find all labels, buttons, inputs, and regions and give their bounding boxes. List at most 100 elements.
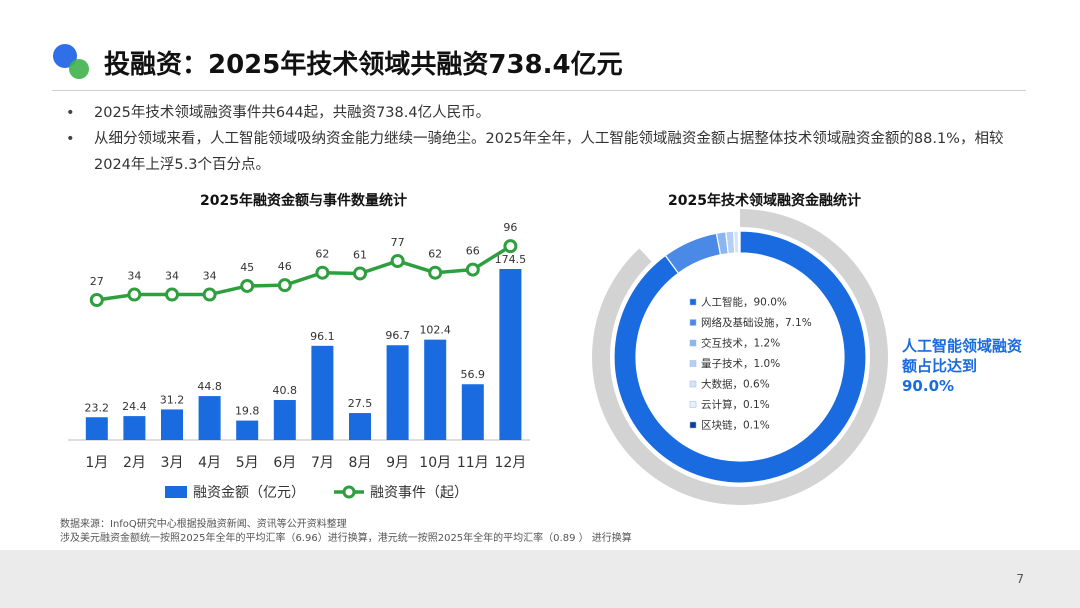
legend-label: 量子技术，1.0% [701, 357, 780, 370]
x-tick-label: 11月 [457, 455, 489, 471]
footer-band [0, 550, 1080, 608]
legend-swatch [689, 421, 697, 429]
line-point [165, 287, 179, 302]
legend-swatch [689, 401, 697, 408]
donut-legend: 人工智能，90.0% 网络及基础设施，7.1% 交互技术，1.2% 量子技术，1.0%… [689, 296, 812, 432]
legend-bar-label: 融资金额（亿元） [193, 485, 305, 501]
bar-value-label: 23.2 [85, 401, 110, 414]
x-tick-label: 7月 [311, 455, 334, 471]
chart-legend: 融资金额（亿元） 融资事件（起） [165, 485, 468, 501]
series-line [96, 244, 512, 302]
x-tick-label: 3月 [161, 455, 184, 471]
line-value-label: 66 [466, 245, 480, 258]
line-value-label: 27 [90, 275, 104, 288]
bar [198, 396, 221, 440]
x-tick-label: 1月 [85, 455, 108, 471]
source-line: 涉及美元融资金额统一按照2025年全年的平均汇率（6.96）进行换算，港元统一按… [60, 533, 632, 544]
legend-swatch [689, 339, 697, 347]
logo-icon [53, 44, 89, 79]
donut-chart-title: 2025年技术领域融资金融统计 [668, 193, 861, 209]
line-point [465, 262, 480, 277]
legend-line-label: 融资事件（起） [370, 485, 468, 501]
line-point [315, 265, 330, 280]
bar [236, 420, 259, 440]
x-tick-label: 10月 [419, 455, 451, 471]
line-point [89, 293, 104, 307]
legend-swatch [689, 380, 697, 388]
bar [386, 345, 409, 440]
bar [424, 339, 447, 440]
legend-bar-swatch [165, 486, 187, 498]
bar-value-label: 174.5 [495, 253, 527, 266]
donut-slice [613, 230, 867, 484]
line-point [277, 278, 292, 293]
bar-value-label: 96.1 [310, 330, 335, 343]
line-point [353, 266, 367, 281]
title-divider [52, 90, 1026, 91]
donut-chart: 人工智能，90.0% 网络及基础设施，7.1% 交互技术，1.2% 量子技术，1.0%… [592, 209, 888, 505]
legend-label: 大数据，0.6% [701, 378, 770, 391]
x-tick-label: 9月 [386, 455, 409, 471]
page-number: 7 [1016, 572, 1024, 586]
donut-slice [738, 230, 741, 254]
bar-value-label: 27.5 [348, 397, 373, 410]
line-value-label: 34 [203, 270, 217, 283]
line-point [127, 287, 142, 302]
donut-callout: 人工智能领域融资额占比达到90.0% [902, 337, 1023, 395]
legend-label: 交互技术，1.2% [701, 337, 780, 350]
bullet-list: 2025年技术领域融资事件共644起，共融资738.4亿人民币。 从细分领域来看… [66, 100, 1026, 178]
bar-value-label: 56.9 [461, 368, 486, 381]
bar [349, 413, 371, 440]
legend-label: 人工智能，90.0% [701, 296, 787, 309]
bar-value-label: 96.7 [385, 329, 410, 342]
bar-value-label: 44.8 [197, 380, 222, 393]
bar-chart-title: 2025年融资金额与事件数量统计 [200, 193, 407, 209]
bar-line-chart: 23.2 24.4 31.2 44.8 19.8 40.8 96.1 27.5 96.7 102.… [68, 221, 530, 501]
line-point [240, 278, 255, 293]
line-value-label: 77 [391, 236, 405, 249]
legend-swatch [689, 360, 697, 367]
x-tick-label: 2月 [123, 455, 146, 471]
donut-slice [664, 232, 722, 275]
line-value-label: 96 [503, 221, 517, 234]
x-tick-label: 4月 [198, 455, 221, 471]
bar [161, 409, 183, 440]
page-title: 投融资：2025年技术领域共融资738.4亿元 [104, 50, 623, 80]
legend-swatch [689, 319, 697, 326]
x-tick-label: 6月 [273, 455, 296, 471]
source-note: 数据来源：InfoQ研究中心根据投融资新闻、资讯等公开资料整理 涉及美元融资金额… [60, 518, 632, 546]
bar [311, 345, 334, 440]
line-value-label: 45 [240, 261, 254, 274]
x-tick-label: 5月 [236, 455, 259, 471]
x-tick-label: 12月 [494, 455, 526, 471]
line-value-label: 62 [315, 248, 329, 261]
bar-value-label: 40.8 [273, 384, 298, 397]
line-point [503, 239, 518, 254]
line-value-label: 34 [165, 270, 179, 283]
line-value-label: 34 [127, 270, 141, 283]
x-tick-label: 8月 [349, 455, 372, 471]
bar [273, 400, 296, 440]
line-point [428, 265, 443, 280]
bar [85, 417, 108, 440]
legend-label: 区块链，0.1% [701, 419, 770, 432]
line-point [390, 254, 405, 268]
bar-value-label: 24.4 [122, 400, 146, 413]
bar [499, 268, 522, 440]
bar-value-label: 31.2 [160, 393, 185, 406]
line-value-label: 62 [428, 248, 442, 261]
line-point [202, 287, 217, 302]
legend-label: 网络及基础设施，7.1% [701, 316, 812, 329]
bullet-item: 从细分领域来看，人工智能领域吸纳资金能力继续一骑绝尘。2025年全年，人工智能领… [66, 126, 1026, 178]
line-value-label: 61 [353, 248, 367, 261]
bullet-item: 2025年技术领域融资事件共644起，共融资738.4亿人民币。 [66, 100, 1026, 126]
bar [123, 416, 146, 440]
bar [461, 384, 484, 440]
line-value-label: 46 [278, 260, 292, 273]
source-line: 数据来源：InfoQ研究中心根据投融资新闻、资讯等公开资料整理 [60, 519, 347, 530]
legend-line-marker [342, 485, 356, 499]
bar-value-label: 102.4 [419, 324, 451, 337]
legend-swatch [689, 298, 697, 306]
legend-label: 云计算，0.1% [701, 398, 770, 411]
